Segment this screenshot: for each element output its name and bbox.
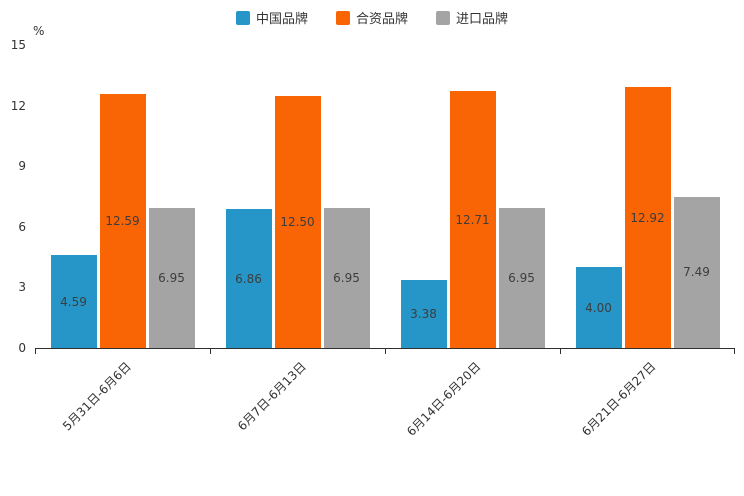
bar-groups: 4.59 12.59 6.95 5月31日-6月6日 6.86 12.50 6.95 6月7日… <box>35 45 735 439</box>
x-axis-label: 5月31日-6月6日 <box>59 359 134 434</box>
bar-value-label: 12.59 <box>105 213 140 228</box>
x-axis-tick-mark <box>210 348 211 354</box>
legend-swatch-icon <box>436 10 450 25</box>
x-axis-tick-mark <box>385 348 386 354</box>
bar-value-label: 6.95 <box>508 270 535 285</box>
bar-cluster: 3.38 12.71 6.95 <box>385 45 560 348</box>
y-axis-tick-label: 9 <box>18 159 26 174</box>
bar-value-label: 12.50 <box>280 214 315 229</box>
bar-cluster: 4.00 12.92 7.49 <box>560 45 735 348</box>
bar-value-label: 3.38 <box>410 306 437 321</box>
x-axis-tick-mark <box>560 348 561 354</box>
legend-item-2[interactable]: 进口品牌 <box>436 8 508 27</box>
bar-value-label: 6.86 <box>235 271 262 286</box>
category-group: 3.38 12.71 6.95 6月14日-6月20日 <box>385 45 560 439</box>
bar-value-label: 4.00 <box>585 300 612 315</box>
category-group: 4.59 12.59 6.95 5月31日-6月6日 <box>35 45 210 433</box>
legend-swatch-icon <box>235 10 250 25</box>
bar: 7.49 <box>673 196 720 348</box>
y-axis-tick-label: 3 <box>18 280 26 295</box>
bar-value-label: 7.49 <box>683 265 710 280</box>
category-group: 6.86 12.50 6.95 6月7日-6月13日 <box>210 45 385 433</box>
bar: 6.95 <box>148 207 195 348</box>
y-axis-tick-label: 15 <box>10 38 26 52</box>
category-group: 4.00 12.92 7.49 6月21日-6月27日 <box>560 45 735 439</box>
bar-value-label: 12.71 <box>455 212 490 227</box>
x-axis-label: 6月14日-6月20日 <box>404 359 484 439</box>
bar: 4.59 <box>50 255 97 348</box>
bar-value-label: 6.95 <box>158 270 185 285</box>
y-axis-tick-label: 0 <box>18 341 26 355</box>
bar: 4.00 <box>575 267 622 348</box>
plot-area: 4.59 12.59 6.95 5月31日-6月6日 6.86 12.50 6.95 6月7日… <box>11 38 735 439</box>
bar-value-label: 6.95 <box>333 270 360 285</box>
y-axis-unit-label: % <box>33 24 45 38</box>
bar: 3.38 <box>400 279 447 348</box>
bar: 12.59 <box>99 93 146 348</box>
bar-cluster: 4.59 12.59 6.95 <box>35 45 210 348</box>
legend-label: 合资品牌 <box>355 12 408 27</box>
legend-item-1[interactable]: 合资品牌 <box>335 8 408 27</box>
bar: 12.71 <box>449 91 496 348</box>
x-axis-label: 6月21日-6月27日 <box>579 359 659 439</box>
legend-item-0[interactable]: 中国品牌 <box>235 8 308 27</box>
bar: 6.95 <box>498 207 545 348</box>
legend-label: 进口品牌 <box>456 12 509 27</box>
bar-value-label: 12.92 <box>630 210 665 225</box>
bar: 12.92 <box>624 87 671 348</box>
y-axis-tick-label: 6 <box>18 219 26 234</box>
bar: 6.86 <box>225 209 272 348</box>
bar-value-label: 4.59 <box>60 294 87 309</box>
x-axis-tick-mark <box>734 348 735 354</box>
legend: 中国品牌 合资品牌 进口品牌 <box>0 8 744 27</box>
bar-cluster: 6.86 12.50 6.95 <box>210 45 385 348</box>
legend-swatch-icon <box>335 10 350 25</box>
x-axis-tick-mark <box>35 348 36 354</box>
legend-label: 中国品牌 <box>255 12 308 27</box>
y-axis-tick-label: 12 <box>10 98 26 113</box>
bar: 12.50 <box>274 95 321 348</box>
bar: 6.95 <box>323 207 370 348</box>
x-axis-label: 6月7日-6月13日 <box>234 359 309 434</box>
